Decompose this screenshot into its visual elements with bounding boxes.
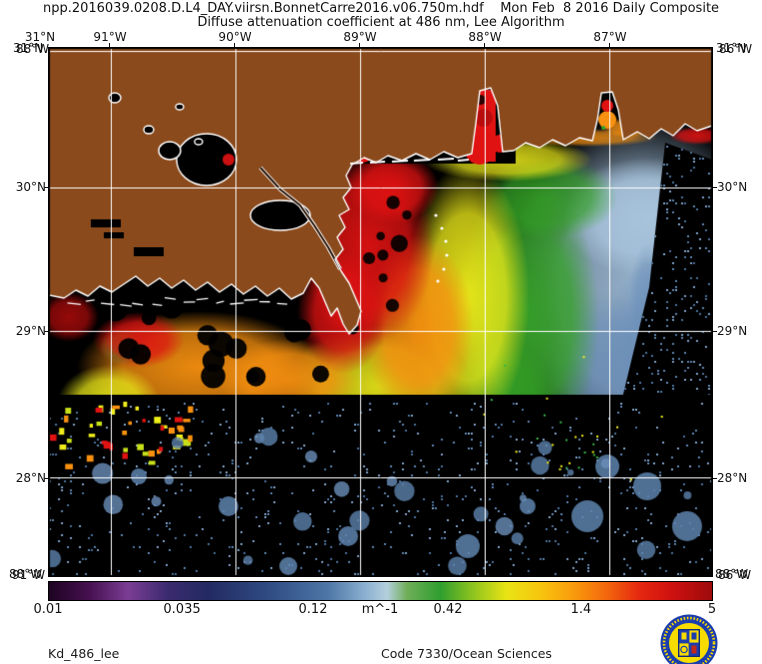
right-axis-29n: 29°N — [717, 324, 748, 338]
corner-label-top-left: 31°N 88°W — [13, 41, 50, 56]
top-axis-89w: 89°W — [343, 30, 377, 44]
corner-label-bottom-right: 88°W 86°W — [715, 567, 752, 582]
plot-title-filename: npp.2016039.0208.D.L4_DAY.viirsn.BonnetC… — [42, 1, 720, 16]
seal-glyph-br — [691, 645, 697, 654]
tick-top-87w — [609, 43, 610, 47]
colorbar — [48, 581, 713, 601]
seal-glyph-bl — [680, 645, 688, 654]
left-axis-30n: 30°N — [15, 180, 46, 194]
tick-top-90w — [234, 43, 235, 47]
right-axis-28n: 28°N — [717, 471, 748, 485]
nrl-seal-logo — [660, 614, 718, 664]
left-axis-29n: 29°N — [15, 324, 46, 338]
top-axis-88w: 88°W — [468, 30, 502, 44]
top-axis-87w: 87°W — [593, 30, 627, 44]
colorbar-tick-0p035: 0.035 — [163, 602, 201, 617]
colorbar-tick-0p12: 0.12 — [298, 602, 328, 617]
corner-label-top-right: 31°N 86°W — [716, 41, 753, 56]
right-axis-30n: 30°N — [717, 180, 748, 194]
tick-top-88w — [484, 43, 485, 47]
seal-glyph-tl — [681, 632, 687, 640]
left-axis-28n: 28°N — [15, 471, 46, 485]
seal-shield — [678, 629, 700, 657]
top-axis-lat-label: 31°N — [24, 30, 56, 44]
tick-right-30n — [713, 187, 717, 188]
org-code: Code 7330/Ocean Sciences — [381, 646, 552, 661]
colorbar-tick-0p01: 0.01 — [33, 602, 63, 617]
product-name: Kd_486_lee — [48, 646, 120, 661]
tick-left-28n — [44, 478, 48, 479]
top-axis-91w: 91°W — [93, 30, 127, 44]
tick-left-30n — [44, 187, 48, 188]
colorbar-unit-label: m^-1 — [361, 602, 399, 617]
seal-ring-text — [662, 616, 716, 664]
colorbar-tick-0p42: 0.42 — [433, 602, 463, 617]
colorbar-tick-1p4: 1.4 — [570, 602, 592, 617]
colorbar-tick-5: 5 — [707, 602, 717, 617]
footer-org-info: Code 7330/Ocean Sciences Naval Research … — [381, 615, 552, 664]
tick-right-29n — [713, 331, 717, 332]
tick-top-89w — [359, 43, 360, 47]
top-axis-90w: 90°W — [218, 30, 252, 44]
footer-product-info: Kd_486_lee BonnetCarre2016 (VIIRSN-npp) … — [48, 615, 242, 664]
seal-glyph-tr — [691, 632, 697, 640]
tick-right-28n — [713, 478, 717, 479]
map-frame — [48, 47, 713, 577]
tick-top-91w — [109, 43, 110, 47]
tick-left-29n — [44, 331, 48, 332]
plot-subtitle: Diffuse attenuation coefficient at 486 n… — [197, 15, 565, 30]
corner-label-bottom-left: 88°W 91°W — [9, 567, 46, 582]
satellite-map-canvas — [49, 48, 712, 576]
